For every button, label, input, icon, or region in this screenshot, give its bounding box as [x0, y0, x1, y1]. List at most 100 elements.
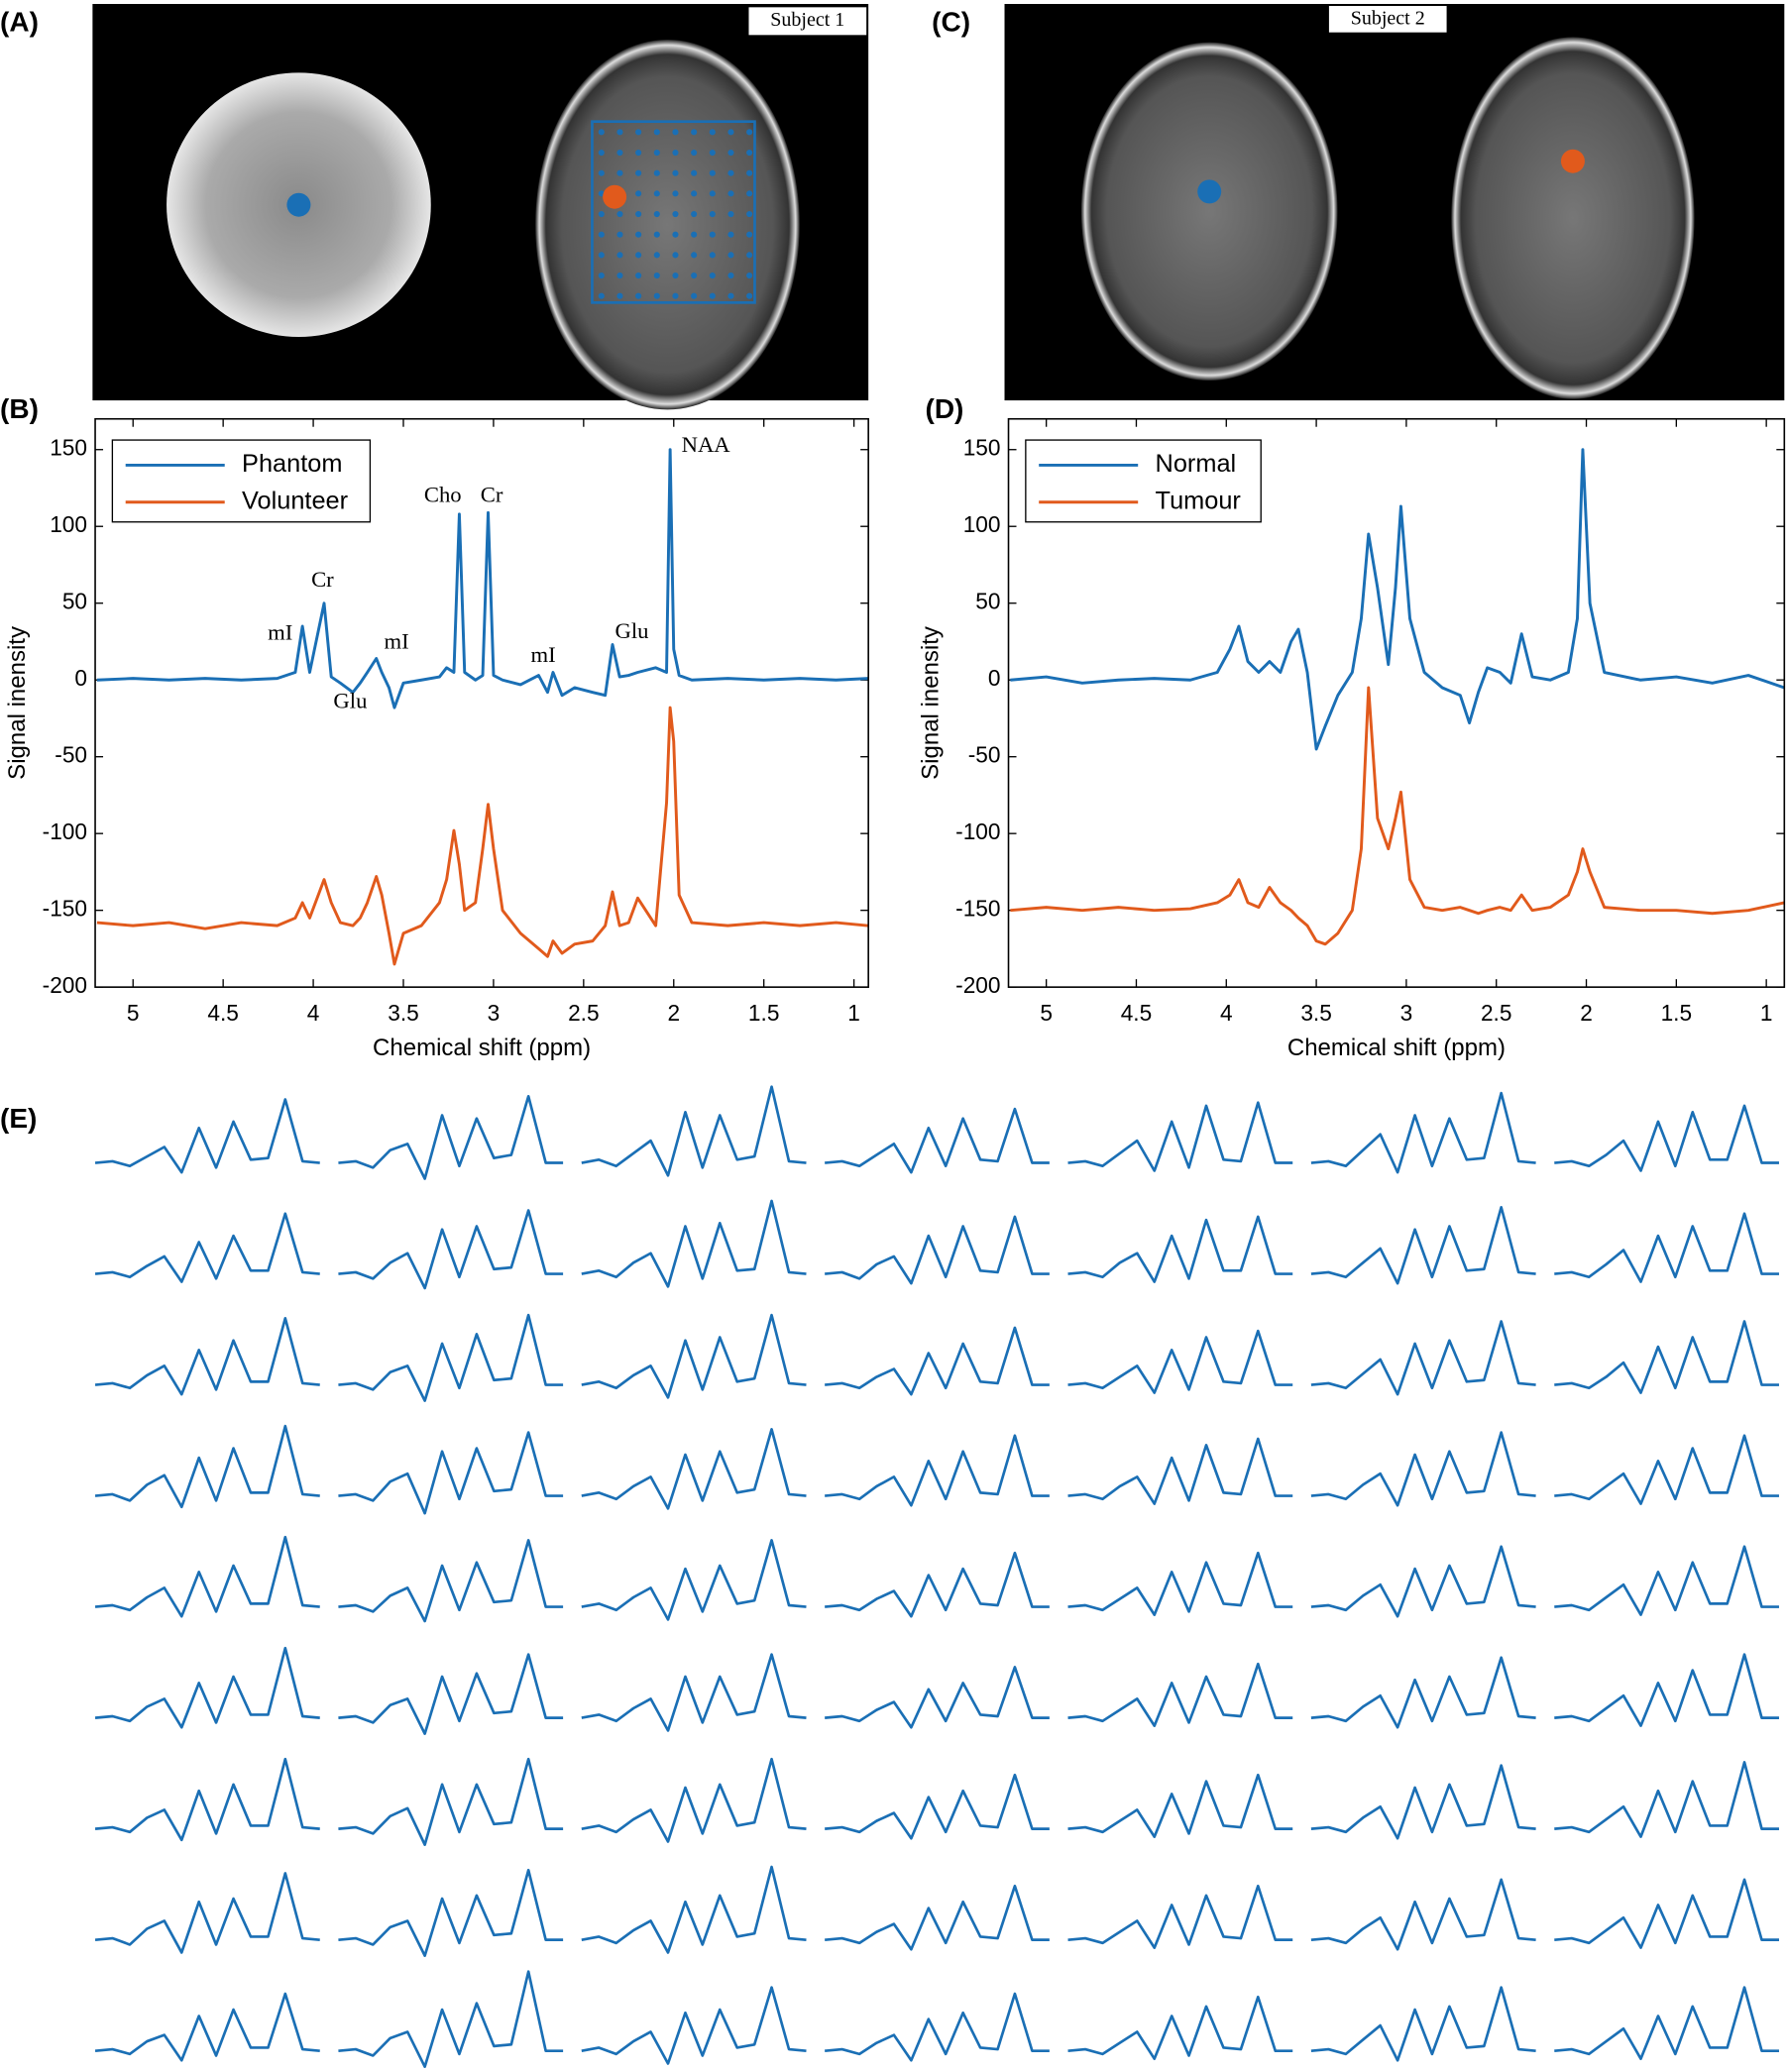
- small-spectrum: [1067, 1101, 1293, 1172]
- small-spectrum: [1067, 1995, 1293, 2060]
- small-spectrum: [581, 1313, 807, 1399]
- grid-dot: [709, 210, 716, 218]
- y-tick-label: -200: [955, 972, 1000, 998]
- grid-dot: [691, 129, 698, 136]
- grid-dot: [616, 292, 623, 299]
- small-spectrum: [581, 1865, 807, 1954]
- y-tick-label: -50: [55, 742, 87, 768]
- peak-annotation: Cr: [311, 567, 334, 592]
- x-axis-label: Chemical shift (ppm): [1287, 1035, 1506, 1061]
- small-spectrum: [94, 1535, 320, 1618]
- plot-frame: [94, 417, 869, 988]
- caption: Subject 1: [770, 9, 844, 31]
- panel-label: (B): [0, 393, 39, 424]
- grid-dot: [691, 149, 698, 157]
- voxel-marker: [603, 184, 627, 209]
- small-spectrum: [338, 1209, 564, 1290]
- small-spectrum: [1310, 1545, 1536, 1618]
- small-spectrum: [94, 1646, 320, 1729]
- small-spectrum: [1067, 1551, 1293, 1616]
- grid-dot: [653, 292, 660, 299]
- y-tick-label: -50: [968, 742, 1001, 768]
- small-spectrum: [581, 1986, 807, 2065]
- brain-image: [1080, 42, 1338, 382]
- small-spectrum: [94, 1872, 320, 1954]
- small-spectrum: [825, 1215, 1050, 1285]
- grid-dot: [672, 190, 679, 197]
- x-tick-label: 4: [1220, 1000, 1233, 1026]
- peak-annotation: mI: [385, 629, 409, 654]
- small-spectrum: [581, 1653, 807, 1732]
- small-spectrum: [1067, 1215, 1293, 1283]
- y-tick-label: 100: [963, 511, 1001, 537]
- x-tick-label: 2: [1580, 1000, 1593, 1026]
- grid-dot: [653, 149, 660, 157]
- grid-dot: [635, 190, 642, 197]
- small-spectrum: [94, 1992, 320, 2062]
- grid-dot: [616, 169, 623, 176]
- x-tick-label: 1.5: [1661, 1000, 1692, 1026]
- voxel-grid-dots: [598, 129, 753, 299]
- grid-dot: [635, 272, 642, 279]
- peak-annotation: Glu: [614, 618, 648, 643]
- peak-annotation: mI: [531, 642, 556, 667]
- x-tick-label: 1: [847, 1000, 860, 1026]
- grid-dot: [746, 169, 753, 176]
- plot-frame: [1007, 417, 1786, 988]
- small-spectrum: [581, 1428, 807, 1510]
- small-spectrum: [825, 1107, 1050, 1174]
- grid-dot: [691, 169, 698, 176]
- grid-dot: [691, 210, 698, 218]
- x-tick-label: 5: [127, 1000, 140, 1026]
- grid-dot: [672, 169, 679, 176]
- small-spectrum: [581, 1539, 807, 1621]
- grid-dot: [653, 272, 660, 279]
- grid-dot: [672, 210, 679, 218]
- grid-dot: [746, 252, 753, 259]
- grid-dot: [746, 231, 753, 238]
- small-spectrum: [1554, 1653, 1779, 1727]
- y-tick-label: 150: [963, 435, 1001, 461]
- x-tick-label: 1: [1760, 1000, 1773, 1026]
- small-spectrum: [825, 1992, 1050, 2062]
- grid-dot: [598, 129, 605, 136]
- x-tick-label: 3: [1400, 1000, 1413, 1026]
- small-spectrum: [1310, 1091, 1536, 1174]
- peak-annotation: Cr: [481, 483, 503, 507]
- x-tick-label: 4.5: [207, 1000, 239, 1026]
- grid-dot: [727, 149, 734, 157]
- grid-dot: [598, 292, 605, 299]
- grid-dot: [746, 292, 753, 299]
- grid-dot: [635, 231, 642, 238]
- small-spectrum: [825, 1666, 1050, 1729]
- grid-dot: [616, 210, 623, 218]
- x-axis-label: Chemical shift (ppm): [373, 1035, 591, 1061]
- small-spectrum: [1310, 1205, 1536, 1285]
- small-spectrum: [581, 1199, 807, 1288]
- panel-label: (A): [0, 6, 39, 37]
- grid-dot: [727, 272, 734, 279]
- small-spectrum: [1310, 1656, 1536, 1729]
- y-tick-label: -200: [43, 972, 87, 998]
- grid-dot: [635, 149, 642, 157]
- small-spectrum: [825, 1551, 1050, 1618]
- panel-c: (C) Subject 2: [932, 4, 1785, 401]
- grid-dot: [691, 231, 698, 238]
- grid-dot: [635, 169, 642, 176]
- voxel-marker: [286, 192, 311, 217]
- grid-dot: [635, 129, 642, 136]
- small-spectrum: [1310, 1878, 1536, 1951]
- voxel-marker: [1560, 149, 1585, 173]
- small-spectrum: [338, 1313, 564, 1402]
- grid-dot: [727, 231, 734, 238]
- small-spectrum: [1554, 1104, 1779, 1172]
- y-tick-label: 0: [74, 665, 87, 691]
- spectrum-line: [1010, 448, 1785, 751]
- y-tick-label: 100: [50, 511, 87, 537]
- small-spectrum: [1554, 1212, 1779, 1283]
- grid-dot: [635, 252, 642, 259]
- small-spectrum: [94, 1212, 320, 1283]
- grid-dot: [616, 252, 623, 259]
- panel-a: (A) Subject 1: [0, 4, 869, 410]
- grid-dot: [746, 190, 753, 197]
